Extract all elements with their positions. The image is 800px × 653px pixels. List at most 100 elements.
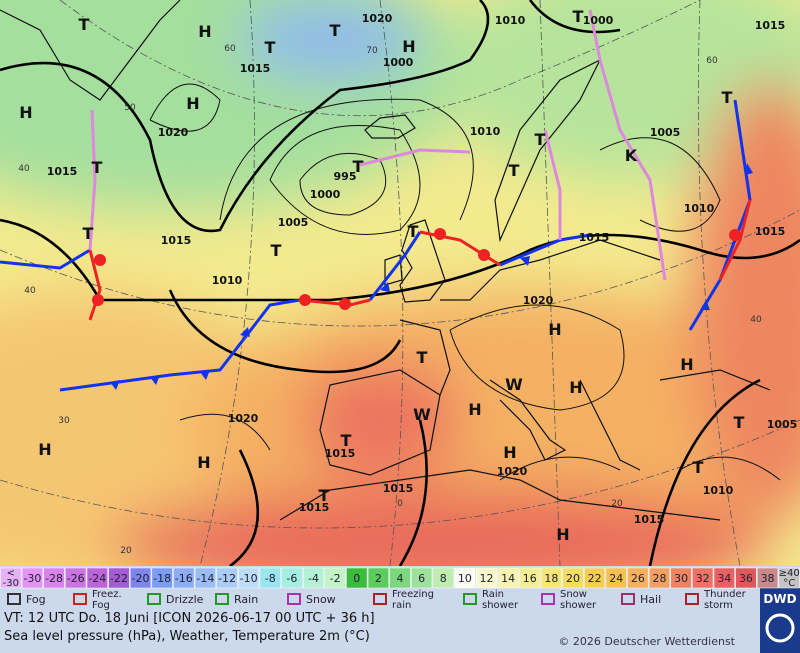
scale-cell: [346, 567, 368, 589]
scale-cell: [605, 567, 627, 589]
scale-label: -16: [175, 572, 193, 585]
scale-label: -26: [67, 572, 85, 585]
scale-label: -30: [23, 572, 41, 585]
weather-label: storm: [704, 600, 733, 611]
scale-cell: [497, 567, 519, 589]
isotherm-label: 40: [750, 315, 762, 325]
weather-label: Fog: [92, 600, 110, 611]
scale-cell: [367, 567, 389, 589]
isotherm-label: 60: [706, 56, 718, 66]
scale-label: 38: [761, 572, 775, 585]
isotherm-label: 70: [366, 46, 378, 56]
pressure-center: T: [83, 224, 94, 243]
weather-label: rain: [392, 600, 411, 611]
pressure-center: T: [573, 7, 584, 26]
isotherm-label: 30: [58, 416, 70, 426]
pressure-center: H: [19, 103, 32, 122]
scale-label: 16: [523, 572, 537, 585]
scale-label: 2: [375, 572, 382, 585]
scale-cell: [411, 567, 433, 589]
scale-cell: [129, 567, 152, 589]
scale-cell: [475, 567, 498, 589]
scale-label: -10: [240, 572, 258, 585]
isobar-label: 1015: [325, 447, 356, 460]
isobar-label: 995: [334, 170, 357, 183]
scale-cell: [627, 567, 649, 589]
scale-cell: [389, 567, 411, 589]
scale-label: 30: [674, 572, 688, 585]
weather-label: Snow: [306, 593, 336, 606]
map-labels: 1020 1010 1000 1015 1015 1000 1020 1010 1005 1015…: [18, 7, 797, 556]
isobar-label: 1020: [228, 412, 259, 425]
logo-text: DWD: [763, 592, 796, 606]
scale-label: 6: [418, 572, 425, 585]
pressure-center: T: [353, 157, 364, 176]
isotherm-label: 60: [224, 44, 236, 54]
scale-cell: [21, 567, 43, 589]
scale-label: 8: [440, 572, 447, 585]
scale-label: 36: [739, 572, 753, 585]
isobar-label: 1000: [383, 56, 414, 69]
scale-cell: [302, 567, 325, 589]
scale-label: -14: [196, 572, 214, 585]
weather-label: Rain: [482, 589, 504, 600]
scale-label: -8: [265, 572, 276, 585]
scale-cell: [108, 567, 130, 589]
pressure-center: T: [341, 431, 352, 450]
scale-cell: [65, 567, 87, 589]
scale-label: -4: [308, 572, 319, 585]
isotherm-label: 40: [18, 164, 30, 174]
isotherm-label: 40: [24, 286, 36, 296]
pressure-center: T: [408, 222, 419, 241]
scale-label: 18: [544, 572, 558, 585]
weather-legend: Fog Freez.Fog Drizzle Rain Snow FreezingrainR…: [7, 589, 747, 611]
scale-cell: [540, 567, 562, 589]
weather-label: Fog: [26, 593, 46, 606]
scale-label: -6: [286, 572, 297, 585]
scale-label: 34: [717, 572, 731, 585]
scale-cell: [648, 567, 671, 589]
isobar-label: 1020: [362, 12, 393, 25]
map: [0, 0, 800, 566]
weather-label: Snow: [560, 589, 587, 600]
pressure-center: K: [625, 146, 638, 165]
scale-label: -28: [45, 572, 63, 585]
weather-icon: [373, 593, 387, 605]
weather-icon: [621, 593, 635, 605]
scale-label: 22: [588, 572, 602, 585]
weather-icon: [73, 593, 87, 605]
scale-cell: [584, 567, 606, 589]
weather-icon: [147, 593, 161, 605]
scale-label: 32: [696, 572, 710, 585]
pressure-center: T: [734, 413, 745, 432]
isotherm-label: 20: [120, 546, 132, 556]
isobar-label: 1020: [497, 465, 528, 478]
scale-label: -30: [3, 578, 19, 589]
weather-label: shower: [482, 600, 519, 611]
isobar-label: 1010: [684, 202, 715, 215]
isobar-label: 1005: [650, 126, 681, 139]
isobar-label: 1015: [579, 231, 610, 244]
valid-time: VT: 12 UTC Do. 18 Juni [ICON 2026-06-17 …: [4, 611, 375, 626]
isobar-label: 1010: [212, 274, 243, 287]
logo-swirl: [765, 613, 795, 643]
scale-cell: [86, 567, 108, 589]
scale-cell: [670, 567, 692, 589]
weather-label: Hail: [640, 593, 661, 606]
pressure-center: T: [693, 458, 704, 477]
scale-cell: [692, 567, 714, 589]
pressure-center: W: [413, 405, 431, 424]
scale-label: °C: [783, 578, 795, 589]
isobar-label: 1015: [755, 225, 786, 238]
scale-cell: [216, 567, 238, 589]
isobar-label: 1010: [495, 14, 526, 27]
pressure-center: T: [265, 38, 276, 57]
weather-icon: [215, 593, 229, 605]
weather-icon: [7, 593, 21, 605]
scale-cell: [562, 567, 584, 589]
scale-label: 28: [652, 572, 666, 585]
isobar-label: 1015: [47, 165, 78, 178]
scale-cell: [324, 567, 346, 589]
scale-label: -22: [110, 572, 128, 585]
